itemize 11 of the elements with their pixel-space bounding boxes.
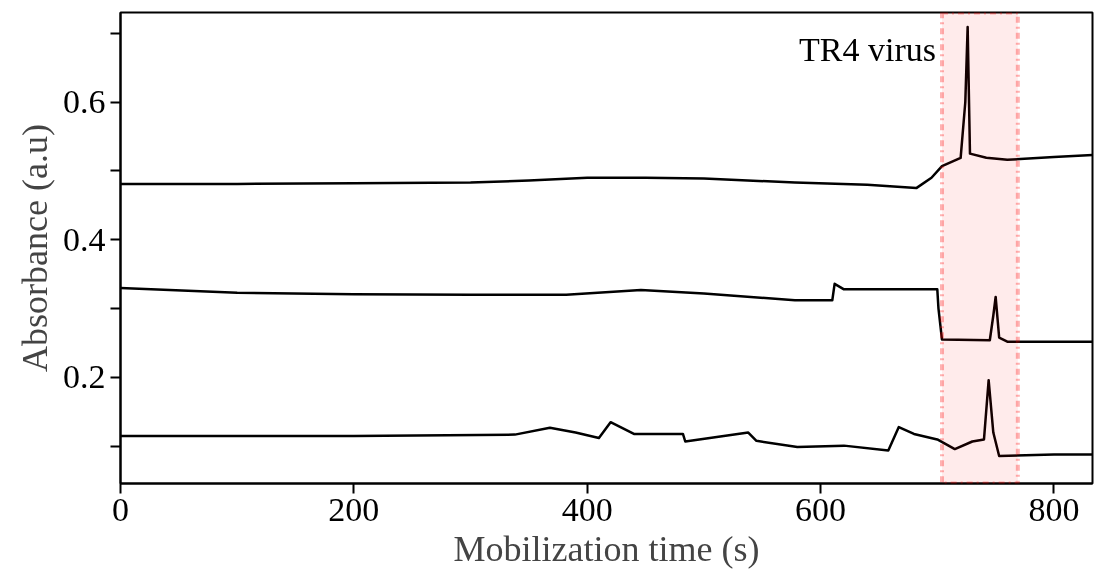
x-axis-title: Mobilization time (s) [453, 528, 760, 569]
x-tick-label: 400 [561, 490, 613, 528]
x-tick-label: 0 [112, 490, 129, 528]
y-tick-label: 0.6 [63, 83, 106, 121]
y-tick-label: 0.4 [63, 220, 106, 258]
y-axis-title: Absorbance (a.u) [15, 124, 55, 372]
band-label: TR4 virus [799, 30, 936, 68]
x-tick-label: 200 [328, 490, 380, 528]
x-tick-label: 600 [795, 490, 847, 528]
y-tick-label: 0.2 [63, 358, 106, 396]
x-tick-label: 800 [1028, 490, 1080, 528]
